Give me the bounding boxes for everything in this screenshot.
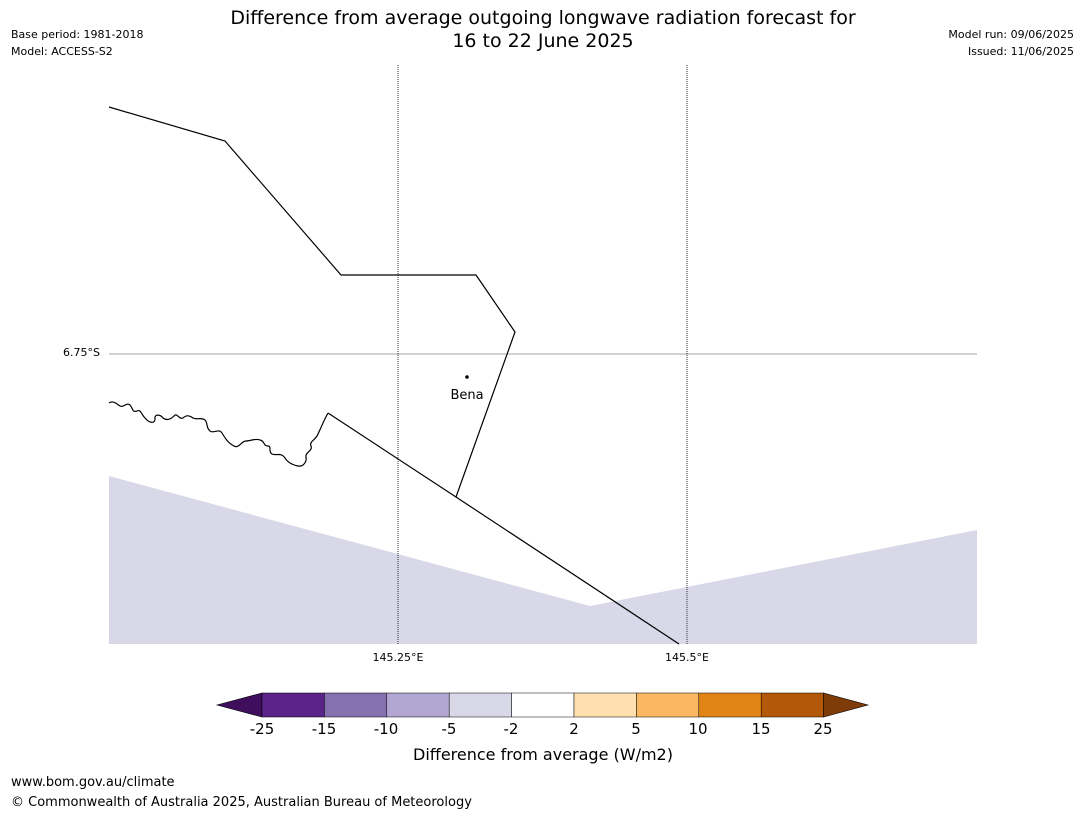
colorbar-segment [448,692,512,718]
colorbar-tick: -2 [503,720,519,738]
colorbar-segment [386,692,450,718]
footer-copyright: © Commonwealth of Australia 2025, Austra… [11,795,472,810]
colorbar-segment [324,692,388,718]
place-label-bena: Bena [450,388,484,403]
title-line-1: Difference from average outgoing longwav… [230,7,856,29]
bena-marker [465,375,469,379]
issued-date: Issued: 11/06/2025 [967,45,1074,58]
lon-label-145-25: 145.25°E [372,651,424,664]
lat-label-6-75: 6.75°S [63,346,100,359]
title-line-2: 16 to 22 June 2025 [452,30,634,52]
colorbar-tick: -10 [373,720,399,738]
province-boundary-north [108,106,516,498]
colorbar-segment [698,692,762,718]
anomaly-shading [109,476,977,644]
colorbar-segment [573,692,637,718]
base-period: Base period: 1981-2018 [11,28,144,41]
colorbar-tick: -15 [311,720,337,738]
meta-right: Model run: 09/06/2025 Issued: 11/06/2025 [948,26,1074,60]
colorbar-extension-low [215,692,263,718]
footer-url: www.bom.gov.au/climate [11,775,175,790]
colorbar-tick: 2 [569,720,579,738]
colorbar-tick: 15 [751,720,771,738]
colorbar-segment [760,692,824,718]
meta-left: Base period: 1981-2018 Model: ACCESS-S2 [11,26,143,60]
colorbar-tick: 5 [631,720,641,738]
province-boundary-south [327,412,680,645]
colorbar-segment [261,692,325,718]
colorbar-segment [511,692,575,718]
colorbar-tick: -5 [441,720,457,738]
colorbar-tick: 10 [688,720,708,738]
colorbar-segment [636,692,700,718]
colorbar-tick: -25 [249,720,275,738]
colorbar-tick: 25 [813,720,833,738]
lon-label-145-5: 145.5°E [665,651,709,664]
model-run: Model run: 09/06/2025 [948,28,1074,41]
map-canvas [108,65,977,645]
model-name: Model: ACCESS-S2 [11,45,113,58]
river-boundary [108,401,329,467]
colorbar-extension-high [823,692,870,718]
map-title: Difference from average outgoing longwav… [143,7,943,53]
colorbar-label: Difference from average (W/m2) [413,745,673,764]
